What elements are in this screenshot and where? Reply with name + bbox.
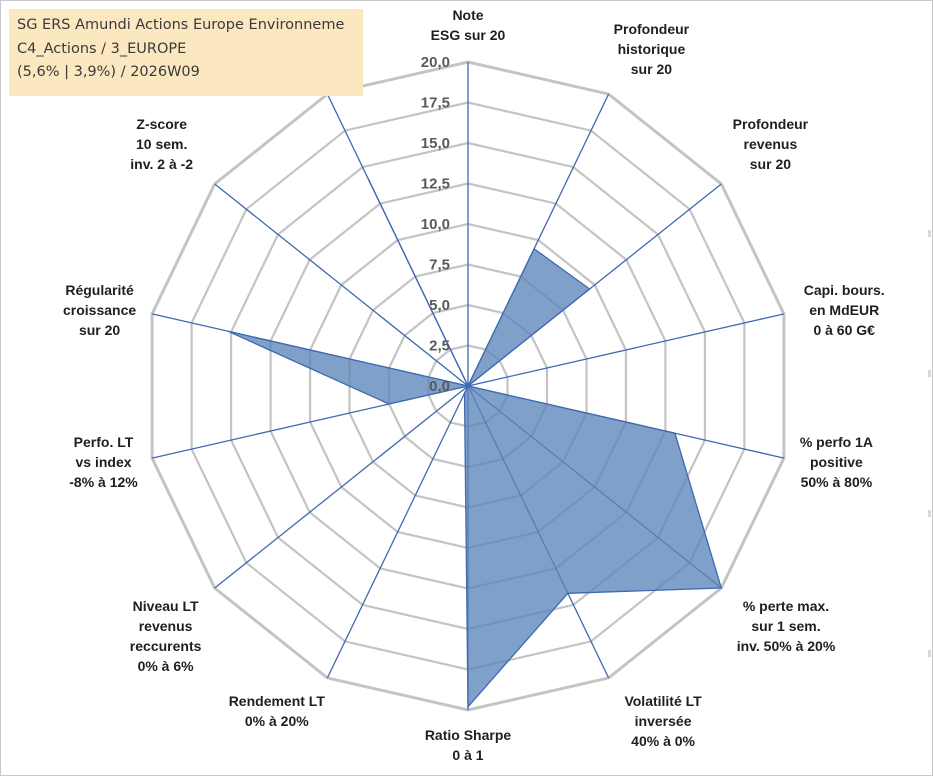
axis-label-line: Perfo. LT <box>74 434 134 450</box>
axis-label-line: inv. 2 à -2 <box>130 156 193 172</box>
axis-label-line: 40% à 0% <box>631 733 695 749</box>
title-box: SG ERS Amundi Actions Europe Environneme… <box>9 9 363 96</box>
axis-label-line: croissance <box>63 302 136 318</box>
axis-label-line: Ratio Sharpe <box>425 727 512 743</box>
axis-label-prof-rev: Profondeur revenus sur 20 <box>733 116 809 172</box>
title-line-3: (5,6% | 3,9%) / 2026W09 <box>17 64 200 80</box>
axis-label-line: 0 à 1 <box>452 747 483 763</box>
tick-label: 17,5 <box>421 95 450 112</box>
axis-label-line: inversée <box>635 713 692 729</box>
axis-label-volatilite: Volatilité LT inversée 40% à 0% <box>624 693 702 749</box>
axis-label-line: Niveau LT <box>133 598 199 614</box>
axis-label-line: reccurents <box>130 638 202 654</box>
axis-label-line: inv. 50% à 20% <box>737 638 836 654</box>
axis-label-line: Capi. bours. <box>804 282 885 298</box>
tick-label: 2,5 <box>429 338 450 355</box>
axis-label-line: 50% à 80% <box>801 474 873 490</box>
tick-label: 10,0 <box>421 216 450 233</box>
axis-label-prof-hist: Profondeur historique sur 20 <box>614 21 690 77</box>
axis-label-niveau-rev: Niveau LT revenus reccurents 0% à 6% <box>130 598 202 674</box>
axis-label-line: ESG sur 20 <box>431 27 506 43</box>
axis-label-line: % perfo 1A <box>800 434 873 450</box>
edge-mark <box>928 510 931 517</box>
axis-label-perfo-lt: Perfo. LT vs index -8% à 12% <box>69 434 138 490</box>
spoke-capi <box>467 313 785 387</box>
data-series-area <box>227 178 723 709</box>
spoke-zscore <box>214 183 469 387</box>
axis-label-line: revenus <box>139 618 193 634</box>
axis-label-perte-max: % perte max. sur 1 sem. inv. 50% à 20% <box>737 598 836 654</box>
axis-label-line: sur 20 <box>79 322 120 338</box>
axis-label-line: Note <box>452 7 483 23</box>
axis-label-line: sur 1 sem. <box>751 618 820 634</box>
axis-label-line: Profondeur <box>614 21 690 37</box>
tick-label: 7,5 <box>429 257 450 274</box>
spoke-niveau-rev <box>214 385 469 589</box>
tick-label: 15,0 <box>421 135 450 152</box>
axis-label-line: % perte max. <box>743 598 829 614</box>
axis-label-line: 0 à 60 G€ <box>813 322 875 338</box>
axis-label-line: 0% à 20% <box>245 713 309 729</box>
edge-mark <box>928 650 931 657</box>
axis-label-line: revenus <box>744 136 798 152</box>
tick-label: 0,0 <box>429 378 450 395</box>
axis-label-line: sur 20 <box>631 61 672 77</box>
axis-label-rendement: Rendement LT 0% à 20% <box>229 693 326 729</box>
axis-label-line: historique <box>618 41 686 57</box>
title-line-2: C4_Actions / 3_EUROPE <box>17 41 187 57</box>
axis-label-line: Profondeur <box>733 116 809 132</box>
title-line-1: SG ERS Amundi Actions Europe Environneme <box>17 17 345 33</box>
axis-label-line: Volatilité LT <box>624 693 702 709</box>
axis-label-line: 10 sem. <box>136 136 187 152</box>
axis-label-line: positive <box>810 454 863 470</box>
edge-mark <box>928 370 931 377</box>
axis-label-esg: Note ESG sur 20 <box>431 7 506 43</box>
axis-label-line: -8% à 12% <box>69 474 138 490</box>
axis-label-sharpe: Ratio Sharpe 0 à 1 <box>425 727 512 763</box>
axis-label-line: en MdEUR <box>809 302 879 318</box>
spoke-rendement <box>326 385 469 679</box>
axis-label-perfo1a: % perfo 1A positive 50% à 80% <box>800 434 873 490</box>
axis-label-line: sur 20 <box>750 156 791 172</box>
tick-label: 5,0 <box>429 297 450 314</box>
axis-label-regularite: Régularité croissance sur 20 <box>63 282 136 338</box>
axis-label-capi: Capi. bours. en MdEUR 0 à 60 G€ <box>804 282 885 338</box>
tick-label: 12,5 <box>421 176 450 193</box>
tick-label: 20,0 <box>421 54 450 71</box>
axis-label-line: Rendement LT <box>229 693 326 709</box>
axis-label-line: vs index <box>75 454 131 470</box>
axis-label-line: Z-score <box>136 116 187 132</box>
axis-label-line: Régularité <box>65 282 134 298</box>
edge-mark <box>928 230 931 237</box>
axis-label-zscore: Z-score 10 sem. inv. 2 à -2 <box>130 116 193 172</box>
axis-label-line: 0% à 6% <box>138 658 195 674</box>
